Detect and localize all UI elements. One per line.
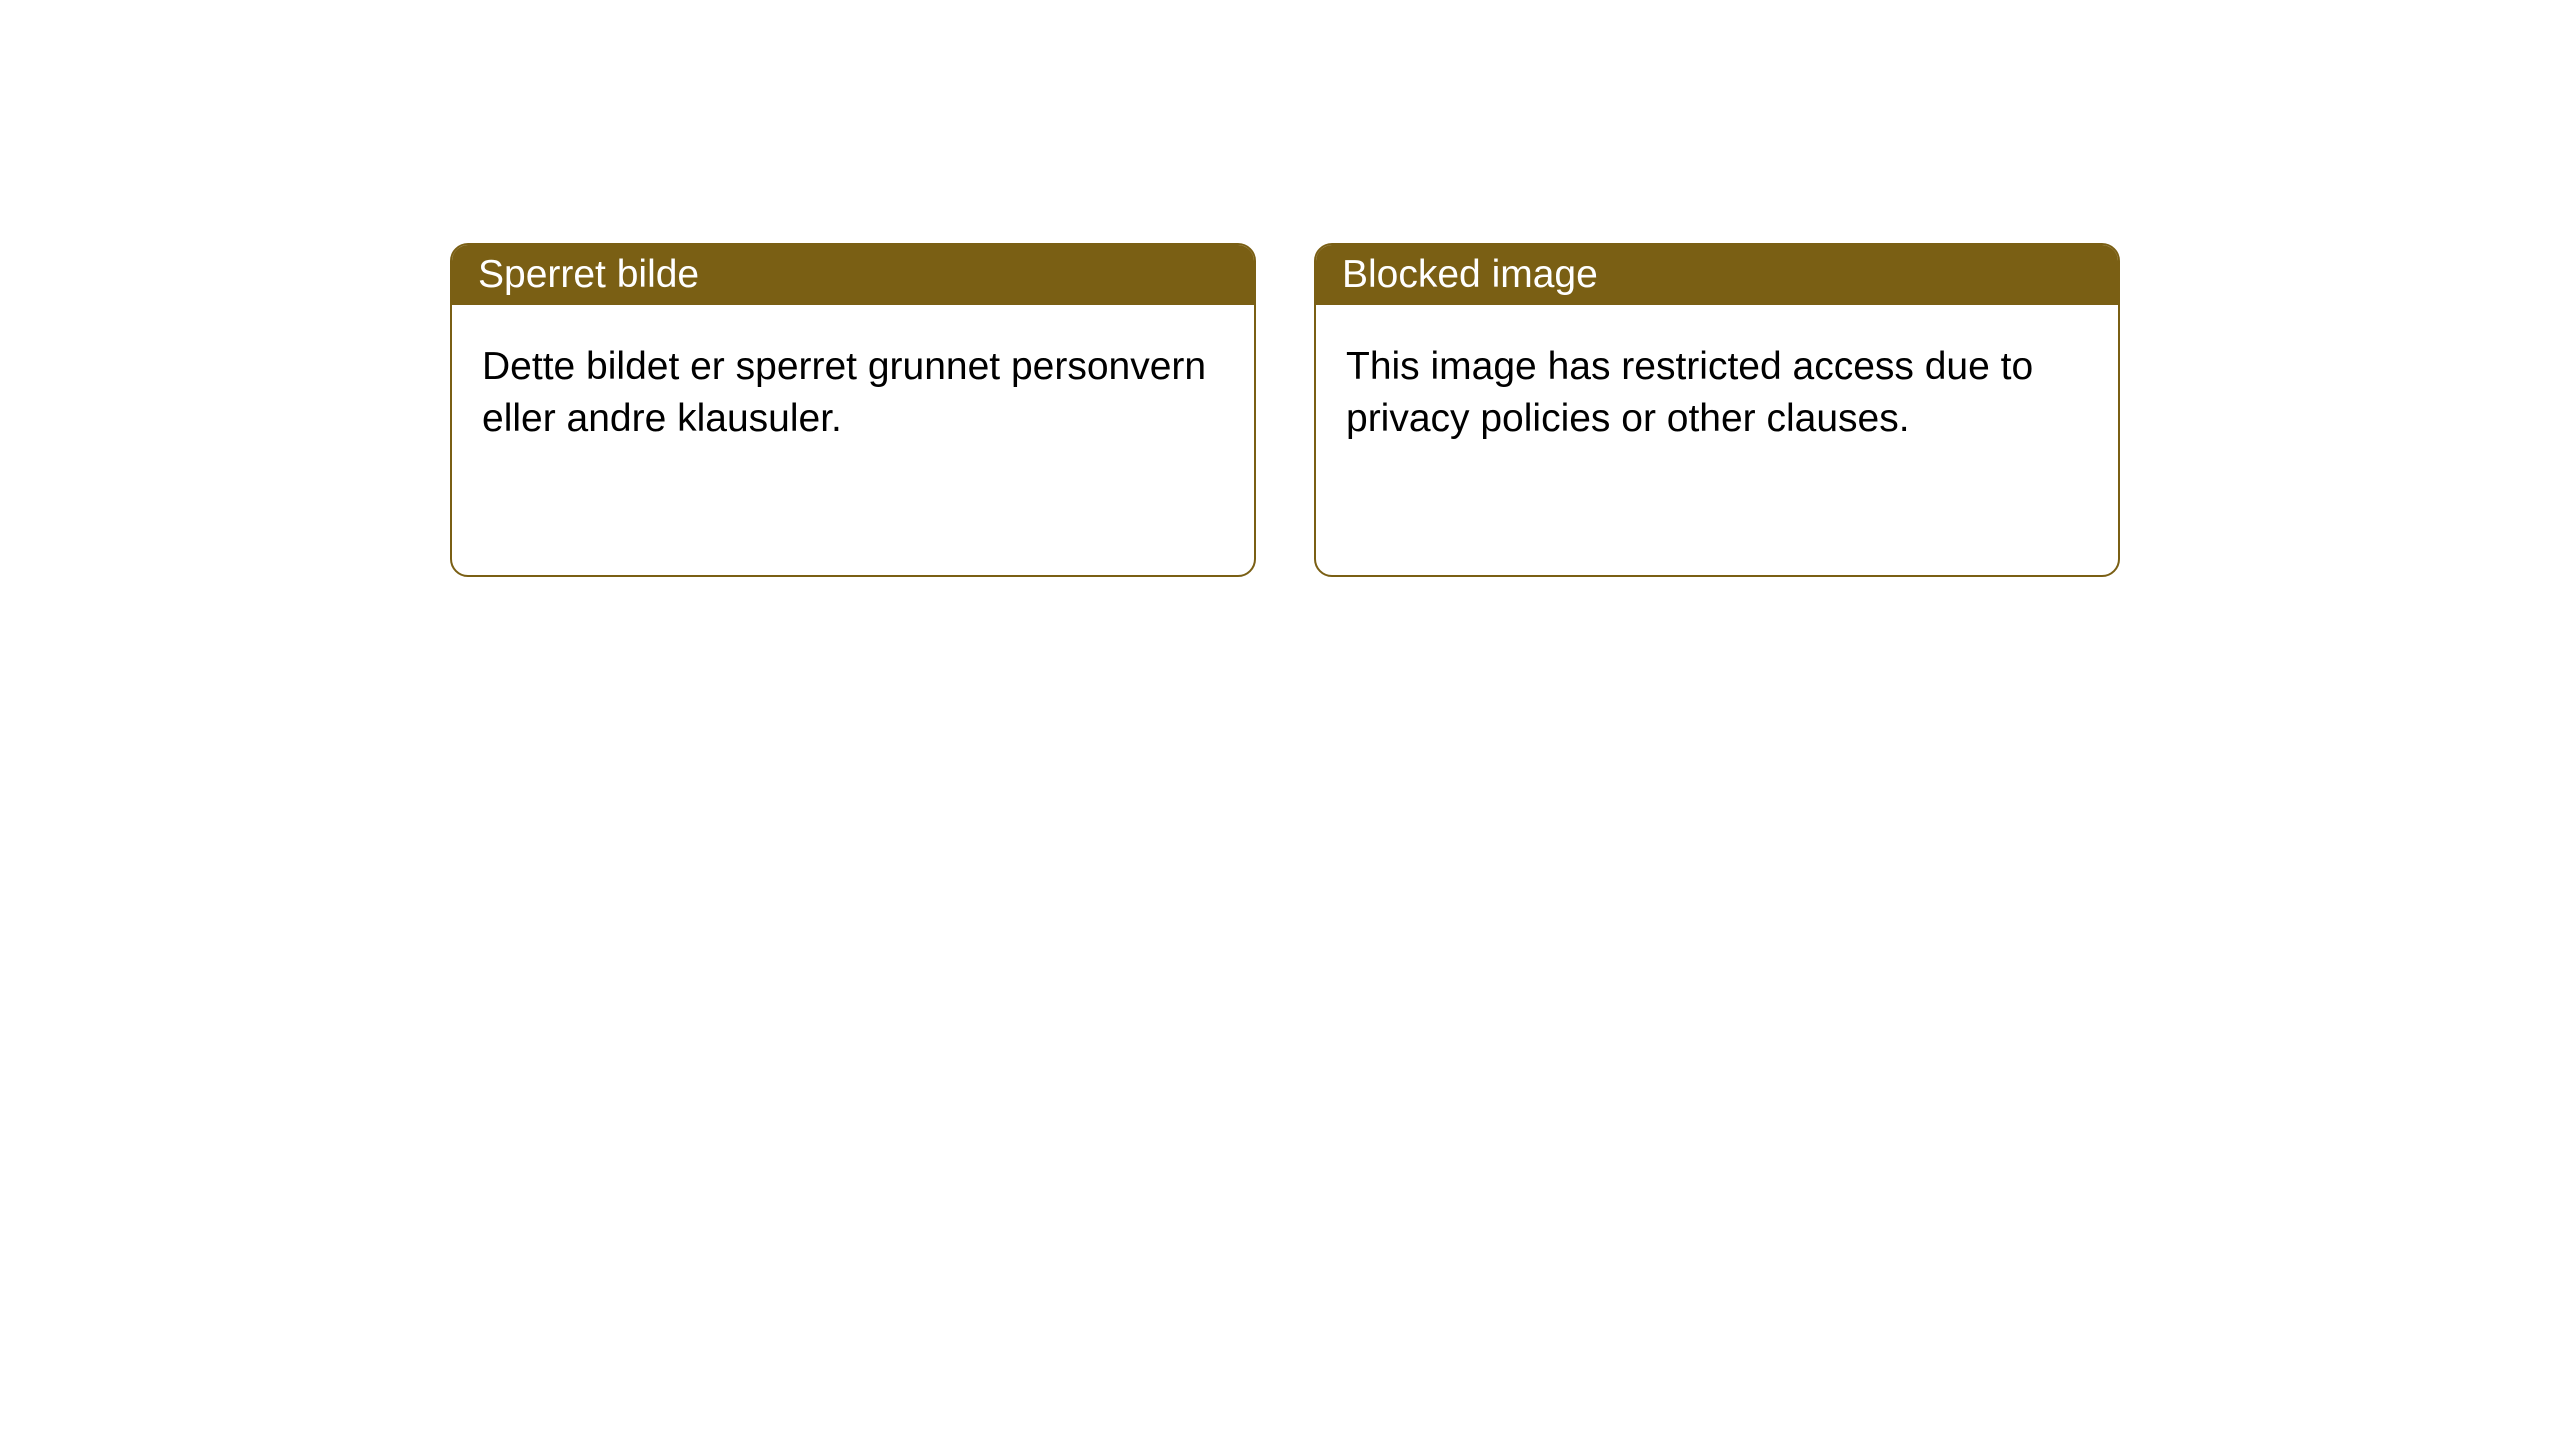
card-header: Blocked image <box>1316 245 2118 305</box>
card-message: Dette bildet er sperret grunnet personve… <box>482 345 1206 440</box>
card-message: This image has restricted access due to … <box>1346 345 2033 440</box>
blocked-image-card-no: Sperret bilde Dette bildet er sperret gr… <box>450 243 1256 577</box>
blocked-image-card-en: Blocked image This image has restricted … <box>1314 243 2120 577</box>
card-header: Sperret bilde <box>452 245 1254 305</box>
cards-container: Sperret bilde Dette bildet er sperret gr… <box>0 0 2560 577</box>
card-body: Dette bildet er sperret grunnet personve… <box>452 305 1254 481</box>
card-title: Sperret bilde <box>478 253 699 297</box>
card-body: This image has restricted access due to … <box>1316 305 2118 481</box>
card-title: Blocked image <box>1342 253 1598 297</box>
